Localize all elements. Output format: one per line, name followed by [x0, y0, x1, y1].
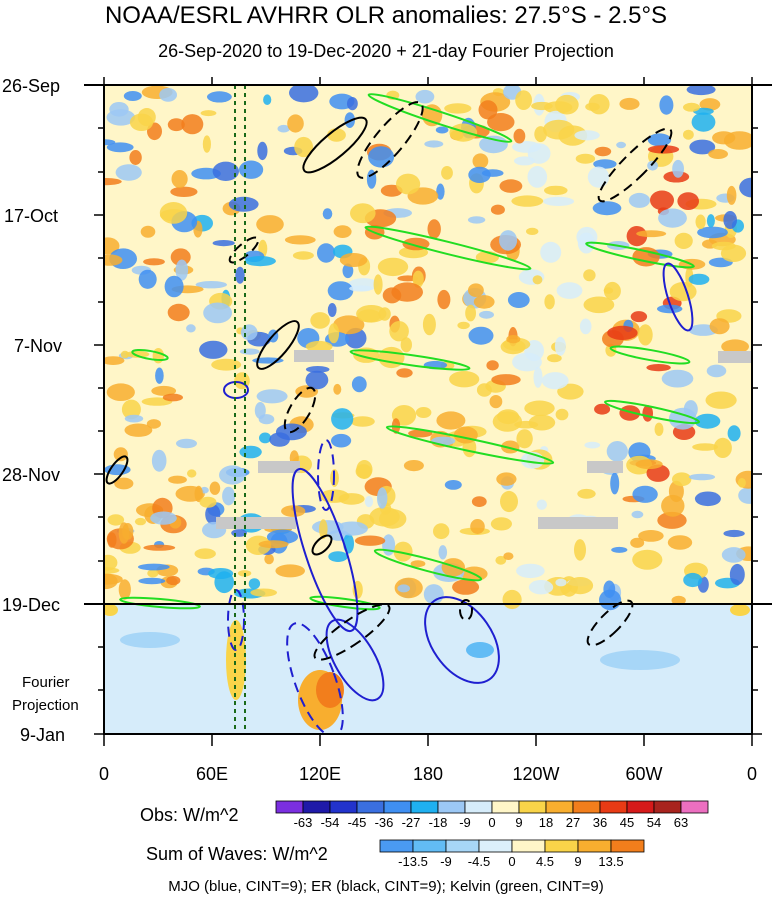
x-tick-label: 180 [413, 764, 443, 784]
x-tick-label: 0 [747, 764, 757, 784]
y-tick-label: 26-Sep [2, 76, 60, 96]
waves-colorbar-swatch [511, 839, 546, 853]
obs-colorbar-swatch [626, 800, 655, 814]
y-tick-label: 28-Nov [2, 465, 60, 485]
anomaly-patches [104, 85, 752, 730]
obs-colorbar-swatch [437, 800, 466, 814]
missing-data-bar [587, 461, 623, 473]
wave-legend: MJO (blue, CINT=9); ER (black, CINT=9); … [168, 878, 604, 895]
obs-colorbar-tick-label: -27 [402, 815, 421, 830]
waves-colorbar-swatch [445, 839, 480, 853]
missing-data-bar [216, 517, 296, 529]
y-tick-label: 19-Dec [2, 595, 60, 615]
obs-colorbar-tick-label: -18 [429, 815, 448, 830]
missing-data-bar [294, 350, 334, 362]
obs-colorbar-swatch [464, 800, 493, 814]
missing-data-bar [718, 351, 752, 363]
x-tick-label: 60W [625, 764, 662, 784]
obs-colorbar-swatch [599, 800, 628, 814]
obs-colorbar-swatch [329, 800, 358, 814]
obs-colorbar-tick-label: -36 [375, 815, 394, 830]
x-axis [103, 77, 753, 746]
obs-colorbar-ticks: -63 -54 -45 -36 -27 -18 -9 0 9 18 27 36 45 54 63 [294, 815, 689, 830]
obs-colorbar-title: Obs: W/m^2 [140, 805, 238, 825]
waves-colorbar-swatch [544, 839, 579, 853]
chart-title: NOAA/ESRL AVHRR OLR anomalies: 27.5°S - … [104, 2, 668, 29]
waves-colorbar-tick-label: 13.5 [598, 854, 623, 869]
obs-colorbar-tick-label: -9 [459, 815, 471, 830]
obs-colorbar-swatch [275, 800, 304, 814]
obs-colorbar-tick-label: 27 [566, 815, 580, 830]
projection-label-line1: Fourier [22, 674, 70, 691]
missing-data-bar [258, 461, 300, 473]
missing-data-bar [538, 517, 618, 529]
obs-colorbar-swatch [383, 800, 412, 814]
waves-colorbar-ticks: -13.5 -9 -4.5 0 4.5 9 13.5 [398, 854, 623, 869]
waves-colorbar-tick-label: 0 [508, 854, 515, 869]
obs-colorbar-tick-label: 0 [488, 815, 495, 830]
obs-colorbar-tick-label: 18 [539, 815, 553, 830]
mjo-contours [223, 262, 694, 734]
y-tick-label: 9-Jan [20, 725, 65, 745]
anomaly-field [104, 85, 752, 734]
waves-colorbar-title: Sum of Waves: W/m^2 [146, 844, 328, 864]
y-axis [94, 127, 762, 735]
obs-colorbar-tick-label: -45 [348, 815, 367, 830]
obs-colorbar-swatch [302, 800, 331, 814]
waves-colorbar-tick-label: 9 [574, 854, 581, 869]
waves-colorbar [379, 839, 645, 853]
x-tick-label: 120E [299, 764, 341, 784]
y-tick-label: 17-Oct [4, 206, 58, 226]
obs-colorbar-tick-label: 54 [647, 815, 661, 830]
obs-colorbar-swatch [410, 800, 439, 814]
x-tick-label: 0 [99, 764, 109, 784]
obs-colorbar-tick-label: -63 [294, 815, 313, 830]
obs-colorbar-tick-label: -54 [321, 815, 340, 830]
obs-colorbar-swatch [572, 800, 601, 814]
obs-colorbar-swatch [680, 800, 709, 814]
kelvin-contours [119, 93, 700, 611]
obs-colorbar-swatch [518, 800, 547, 814]
waves-colorbar-swatch [610, 839, 645, 853]
waves-colorbar-swatch [577, 839, 612, 853]
x-tick-label: 120W [512, 764, 559, 784]
obs-colorbar-tick-label: 36 [593, 815, 607, 830]
projection-label-line2: Projection [12, 697, 79, 714]
obs-colorbar-swatch [356, 800, 385, 814]
waves-colorbar-tick-label: 4.5 [536, 854, 554, 869]
obs-colorbar-swatch [653, 800, 682, 814]
x-tick-label: 60E [196, 764, 228, 784]
chart-subtitle: 26-Sep-2020 to 19-Dec-2020 + 21-day Four… [158, 41, 614, 61]
obs-colorbar-tick-label: 63 [674, 815, 688, 830]
waves-colorbar-tick-label: -9 [440, 854, 452, 869]
obs-colorbar-swatch [491, 800, 520, 814]
y-tick-label: 7-Nov [14, 336, 62, 356]
waves-colorbar-swatch [478, 839, 513, 853]
waves-colorbar-tick-label: -13.5 [398, 854, 428, 869]
obs-colorbar-tick-label: 9 [515, 815, 522, 830]
obs-colorbar [275, 800, 709, 814]
er-contours [105, 101, 673, 661]
waves-colorbar-tick-label: -4.5 [468, 854, 490, 869]
waves-colorbar-swatch [412, 839, 447, 853]
waves-colorbar-swatch [379, 839, 414, 853]
obs-colorbar-tick-label: 45 [620, 815, 634, 830]
obs-colorbar-swatch [545, 800, 574, 814]
